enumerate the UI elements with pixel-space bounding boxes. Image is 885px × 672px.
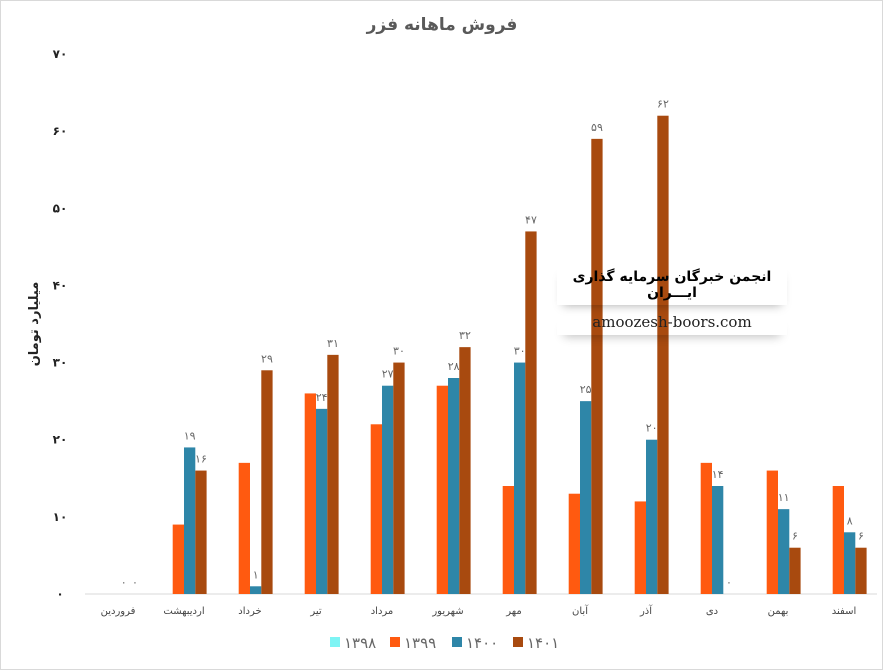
data-label: ۶ xyxy=(792,530,798,543)
bar xyxy=(766,470,778,594)
bar xyxy=(393,362,405,594)
legend-label: ۱۳۹۸ xyxy=(344,634,376,652)
bar xyxy=(436,385,448,594)
bar xyxy=(832,486,844,594)
x-tick-label: خرداد xyxy=(238,606,261,617)
bars xyxy=(172,115,867,595)
x-tick-label: شهریور xyxy=(431,606,463,617)
data-label: ۲۰ xyxy=(646,422,658,435)
watermark-url: amoozesh-boors.com xyxy=(557,313,787,335)
legend-swatch xyxy=(513,637,523,647)
data-label: ۸ xyxy=(847,514,853,527)
data-label: ۲۸ xyxy=(448,360,460,373)
legend: ۱۳۹۸ ۱۳۹۹ ۱۴۰۰ ۱۴۰۱ xyxy=(330,634,559,652)
x-tick-label: اسفند xyxy=(832,606,856,617)
legend-swatch xyxy=(390,637,400,647)
data-label: ۱۹ xyxy=(184,429,196,442)
legend-label: ۱۳۹۹ xyxy=(404,634,436,652)
chart-title: فروش ماهانه فزر xyxy=(366,15,518,35)
legend-label: ۱۴۰۰ xyxy=(466,634,498,652)
y-axis-label: میلیارد تومان xyxy=(27,282,42,367)
bar xyxy=(789,547,801,594)
data-label: ۱۶ xyxy=(195,453,207,466)
bar xyxy=(700,462,712,594)
x-tick-label: آذر xyxy=(639,604,653,617)
bar xyxy=(184,447,196,594)
bar xyxy=(502,486,514,594)
bar xyxy=(172,524,184,594)
data-label: ۰ xyxy=(726,576,732,589)
x-tick-label: بهمن xyxy=(768,606,789,617)
data-label: ۲۵ xyxy=(580,383,592,396)
data-label: ۱۴ xyxy=(712,468,724,481)
data-label: ۱۱ xyxy=(778,491,790,504)
x-ticks: فروردین اردیبهشت خرداد تیر مرداد شهریور مهر آبا… xyxy=(101,604,857,617)
data-label: ۶۲ xyxy=(657,98,669,111)
data-labels: ۰ ۰۱۹۱۶۱۲۹۲۴۳۱۲۷۳۰۲۸۳۲۳۰۴۷۲۵۵۹۲۰۶۲۱۴۰۱۱۶۸… xyxy=(121,98,864,589)
data-label: ۲۹ xyxy=(261,352,273,365)
bar xyxy=(327,354,339,594)
data-label: ۴۷ xyxy=(525,213,537,226)
x-tick-label: آبان xyxy=(572,604,589,617)
bar xyxy=(514,362,526,594)
bar xyxy=(580,401,592,594)
data-label: ۰ xyxy=(132,576,138,589)
x-tick-label: مرداد xyxy=(371,606,394,617)
bar xyxy=(250,586,262,594)
bar xyxy=(591,138,603,595)
data-label: ۳۰ xyxy=(514,345,526,358)
data-label: ۶ xyxy=(858,530,864,543)
legend-swatch xyxy=(330,637,340,647)
data-label: ۳۱ xyxy=(327,337,339,350)
y-tick-label: ۷۰ xyxy=(53,47,68,61)
bar xyxy=(370,424,382,594)
bar xyxy=(238,462,250,594)
legend-label: ۱۴۰۱ xyxy=(527,634,559,652)
y-tick-label: ۴۰ xyxy=(53,278,68,292)
y-tick-label: ۵۰ xyxy=(53,201,68,215)
y-tick-label: ۶۰ xyxy=(53,124,68,138)
data-label: ۱ xyxy=(253,568,259,581)
bar xyxy=(459,347,471,594)
data-label: ۲۷ xyxy=(382,368,394,381)
y-ticks: ۰ ۱۰ ۲۰ ۳۰ ۴۰ ۵۰ ۶۰ ۷۰ xyxy=(53,47,68,601)
x-tick-label: فروردین xyxy=(101,606,136,617)
legend-swatch xyxy=(452,637,462,647)
data-label: ۲۴ xyxy=(316,391,328,404)
bar xyxy=(568,493,580,594)
bar xyxy=(448,378,460,594)
y-tick-label: ۰ xyxy=(56,587,63,601)
x-tick-label: اردیبهشت xyxy=(163,606,204,617)
bar xyxy=(382,385,394,594)
bar xyxy=(634,501,646,594)
data-label: ۰ xyxy=(121,576,127,589)
y-tick-label: ۱۰ xyxy=(53,510,68,524)
bar xyxy=(195,470,207,594)
data-label: ۵۹ xyxy=(591,121,603,134)
x-tick-label: تیر xyxy=(309,606,322,617)
bar xyxy=(855,547,867,594)
bar xyxy=(844,532,856,594)
watermark: انجمن خبرگان سرمایه گذاری ایـــران amooz… xyxy=(557,265,787,335)
data-label: ۳۲ xyxy=(459,329,471,342)
bar xyxy=(646,439,658,594)
data-label: ۳۰ xyxy=(393,345,405,358)
bar xyxy=(657,115,669,595)
x-tick-label: دی xyxy=(706,606,718,617)
bar xyxy=(778,509,790,594)
bar xyxy=(261,370,273,594)
y-tick-label: ۳۰ xyxy=(53,356,68,370)
bar xyxy=(316,408,328,594)
x-tick-label: مهر xyxy=(505,606,521,617)
bar xyxy=(525,231,537,594)
bar xyxy=(304,393,316,594)
y-tick-label: ۲۰ xyxy=(53,433,68,447)
watermark-title: انجمن خبرگان سرمایه گذاری ایـــران xyxy=(557,265,787,305)
bar xyxy=(712,486,724,594)
